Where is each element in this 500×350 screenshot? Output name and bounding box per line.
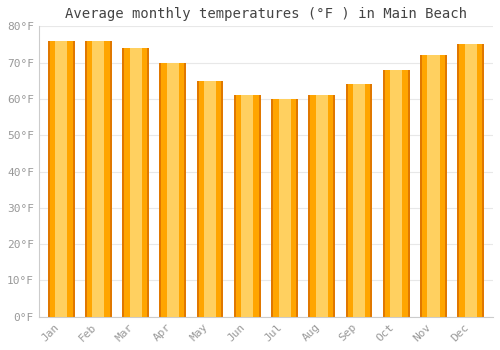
- Bar: [383, 70, 409, 317]
- Bar: [204, 81, 216, 317]
- Bar: [385, 70, 407, 317]
- Bar: [167, 63, 179, 317]
- Bar: [420, 55, 447, 317]
- Bar: [316, 95, 328, 317]
- Bar: [198, 81, 222, 317]
- Bar: [310, 95, 333, 317]
- Bar: [428, 55, 440, 317]
- Bar: [162, 63, 184, 317]
- Bar: [422, 55, 445, 317]
- Bar: [458, 44, 484, 317]
- Bar: [273, 99, 296, 317]
- Bar: [460, 44, 482, 317]
- Bar: [48, 41, 74, 317]
- Bar: [390, 70, 402, 317]
- Bar: [271, 99, 298, 317]
- Bar: [353, 84, 365, 317]
- Bar: [130, 48, 141, 317]
- Bar: [308, 95, 335, 317]
- Bar: [464, 44, 476, 317]
- Bar: [242, 95, 254, 317]
- Bar: [50, 41, 72, 317]
- Bar: [278, 99, 290, 317]
- Bar: [85, 41, 112, 317]
- Bar: [122, 48, 149, 317]
- Bar: [236, 95, 258, 317]
- Bar: [87, 41, 110, 317]
- Bar: [160, 63, 186, 317]
- Bar: [55, 41, 67, 317]
- Bar: [124, 48, 147, 317]
- Bar: [346, 84, 372, 317]
- Bar: [348, 84, 370, 317]
- Title: Average monthly temperatures (°F ) in Main Beach: Average monthly temperatures (°F ) in Ma…: [65, 7, 467, 21]
- Bar: [92, 41, 104, 317]
- Bar: [196, 81, 224, 317]
- Bar: [234, 95, 260, 317]
